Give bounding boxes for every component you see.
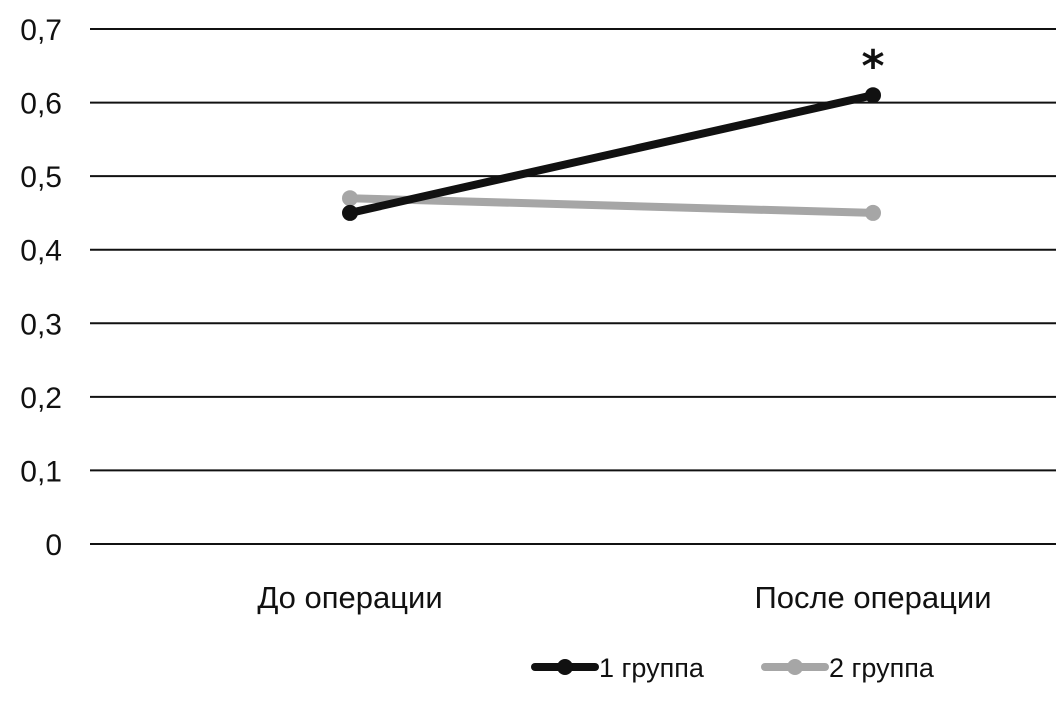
data-point (865, 204, 881, 221)
annotations: * (861, 41, 884, 92)
legend-label: 2 группа (829, 653, 935, 683)
y-tick-label: 0,6 (20, 88, 62, 121)
x-category-label: После операции (754, 580, 991, 615)
series-lines (342, 87, 881, 221)
x-category-label: До операции (257, 580, 442, 615)
y-tick-label: 0,3 (20, 308, 62, 341)
y-tick-label: 0,7 (20, 14, 62, 47)
legend-label: 1 группа (599, 653, 705, 683)
y-tick-label: 0,2 (20, 382, 62, 415)
legend-marker (787, 659, 803, 675)
data-point (342, 190, 358, 207)
data-point (342, 204, 358, 221)
y-axis-ticks: 0 0,1 0,2 0,3 0,4 0,5 0,6 0,7 (20, 14, 62, 562)
legend: 1 группа 2 группа (531, 653, 935, 683)
data-point (865, 87, 881, 104)
series-line-1 (346, 91, 877, 217)
series-line-2 (346, 194, 877, 217)
y-tick-label: 0 (45, 529, 62, 562)
x-axis-categories: До операции После операции (257, 580, 991, 615)
y-tick-label: 0,5 (20, 161, 62, 194)
gridlines (90, 28, 1056, 545)
legend-marker (557, 659, 573, 675)
y-tick-label: 0,4 (20, 235, 62, 268)
significance-asterisk: * (861, 41, 884, 92)
y-tick-label: 0,1 (20, 455, 62, 488)
